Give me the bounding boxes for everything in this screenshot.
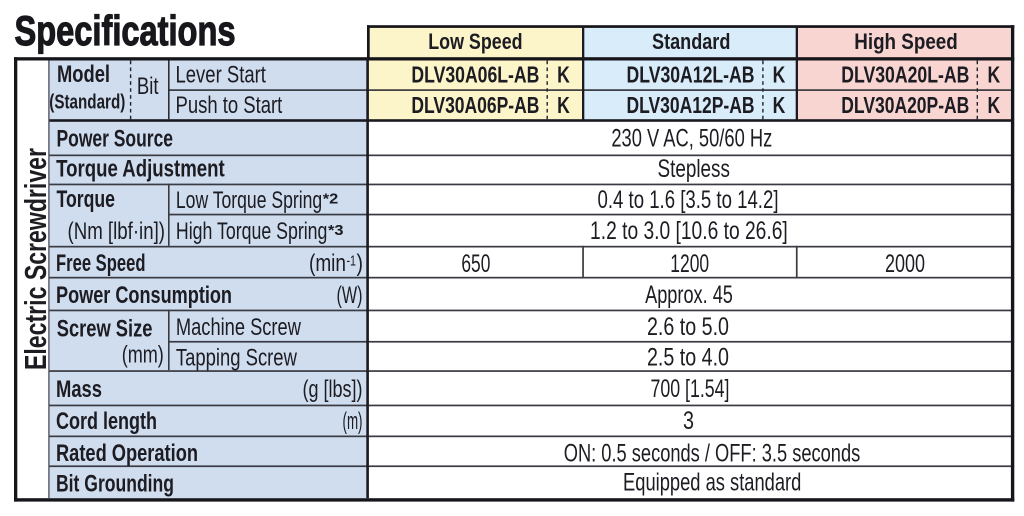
svg-text:Low Speed: Low Speed: [428, 29, 522, 54]
svg-text:K: K: [773, 92, 786, 118]
svg-text:Bit Grounding: Bit Grounding: [56, 470, 174, 497]
svg-text:High Torque Spring: High Torque Spring: [176, 218, 328, 245]
svg-text:1.2 to 3.0 [10.6 to 26.6]: 1.2 to 3.0 [10.6 to 26.6]: [590, 217, 788, 245]
svg-text:Machine Screw: Machine Screw: [176, 314, 302, 341]
svg-text:3: 3: [683, 407, 694, 435]
svg-text:Approx. 45: Approx. 45: [645, 281, 733, 309]
svg-text:Specifications: Specifications: [15, 7, 236, 54]
svg-text:DLV30A20L-AB: DLV30A20L-AB: [841, 62, 969, 88]
svg-text:Push to Start: Push to Start: [176, 92, 283, 119]
svg-text:Electric Screwdriver: Electric Screwdriver: [18, 148, 53, 370]
svg-text:Cord length: Cord length: [56, 408, 157, 435]
svg-text:1200: 1200: [670, 250, 709, 278]
svg-text:2.6 to 5.0: 2.6 to 5.0: [647, 313, 729, 341]
svg-text:K: K: [557, 92, 570, 118]
svg-text:High Speed: High Speed: [854, 29, 958, 54]
svg-text:K: K: [773, 62, 786, 88]
svg-text:Lever Start: Lever Start: [176, 62, 267, 89]
svg-text:Torque Adjustment: Torque Adjustment: [56, 156, 225, 183]
svg-text:Equipped as standard: Equipped as standard: [623, 469, 801, 497]
svg-text:Model: Model: [57, 61, 110, 88]
svg-text:650: 650: [461, 250, 490, 278]
svg-text:(mm): (mm): [122, 341, 164, 368]
svg-text:Power Source: Power Source: [57, 126, 174, 153]
svg-text:230 V AC, 50/60 Hz: 230 V AC, 50/60 Hz: [611, 125, 772, 153]
svg-text:(g [lbs]): (g [lbs]): [303, 376, 363, 403]
svg-text:2000: 2000: [885, 250, 925, 278]
svg-text:DLV30A12P-AB: DLV30A12P-AB: [627, 92, 755, 118]
svg-text:Tapping Screw: Tapping Screw: [176, 345, 298, 372]
svg-text:K: K: [557, 62, 570, 88]
svg-text:Low Torque Spring: Low Torque Spring: [176, 187, 322, 214]
svg-text:(W): (W): [337, 282, 363, 309]
svg-text:0.4 to 1.6 [3.5 to 14.2]: 0.4 to 1.6 [3.5 to 14.2]: [598, 186, 779, 214]
svg-text:Torque: Torque: [57, 186, 116, 213]
svg-text:DLV30A06P-AB: DLV30A06P-AB: [411, 92, 539, 118]
svg-text:Power Consumption: Power Consumption: [56, 282, 232, 309]
svg-text:2.5 to 4.0: 2.5 to 4.0: [647, 344, 729, 372]
svg-text:(Nm [lbf·in]): (Nm [lbf·in]): [68, 218, 166, 245]
svg-text:Stepless: Stepless: [658, 155, 730, 183]
svg-text:K: K: [987, 92, 1000, 118]
svg-text:DLV30A20P-AB: DLV30A20P-AB: [841, 92, 969, 118]
svg-text:DLV30A06L-AB: DLV30A06L-AB: [411, 62, 539, 88]
svg-text:Bit: Bit: [137, 73, 159, 100]
svg-text:*3: *3: [328, 223, 344, 239]
svg-text:DLV30A12L-AB: DLV30A12L-AB: [627, 62, 755, 88]
svg-text:Rated Operation: Rated Operation: [56, 440, 198, 467]
svg-text:Standard: Standard: [652, 29, 730, 54]
svg-text:Screw Size: Screw Size: [57, 316, 153, 343]
svg-text:(Standard): (Standard): [49, 91, 125, 113]
svg-text:700 [1.54]: 700 [1.54]: [651, 375, 730, 403]
svg-text:*2: *2: [323, 191, 339, 207]
svg-text:Free Speed: Free Speed: [56, 250, 146, 277]
svg-text:-1: -1: [347, 253, 357, 269]
svg-text:): ): [357, 250, 364, 277]
svg-text:(min: (min: [309, 250, 346, 277]
svg-text:Mass: Mass: [56, 376, 102, 403]
svg-text:ON: 0.5 seconds / OFF: 3.5 sec: ON: 0.5 seconds / OFF: 3.5 seconds: [564, 440, 861, 468]
svg-text:(m): (m): [343, 408, 363, 435]
svg-text:K: K: [987, 62, 1000, 88]
